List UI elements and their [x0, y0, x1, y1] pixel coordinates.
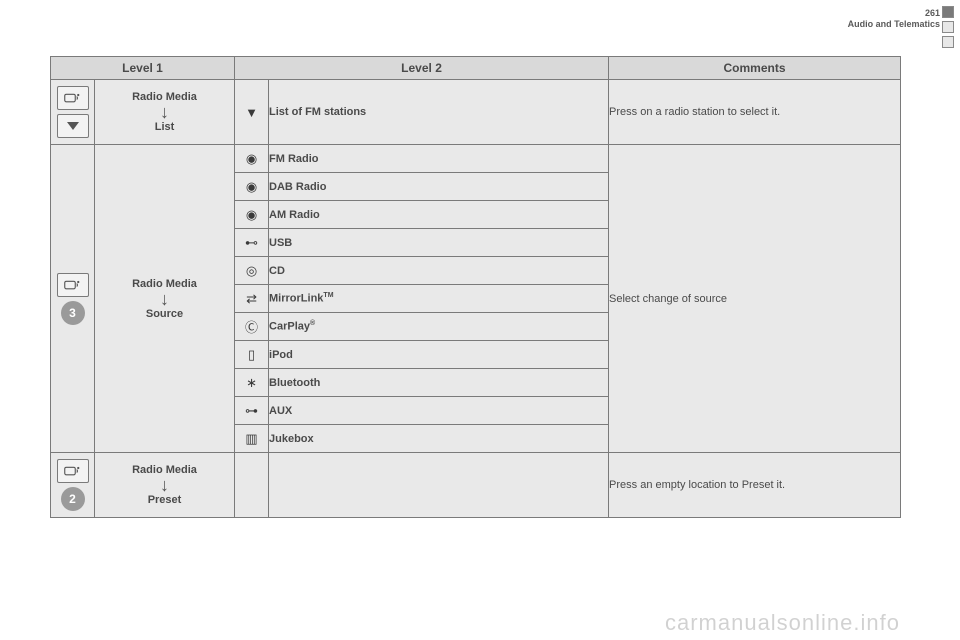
- carplay-icon: Ⓒ: [241, 317, 263, 337]
- level2-label: [269, 453, 609, 518]
- level1-cell: Radio Media ↓ Preset: [95, 453, 235, 518]
- bluetooth-icon: ∗: [241, 373, 263, 393]
- manual-page: 261 Audio and Telematics Level 1 Level 2…: [0, 0, 960, 640]
- level2-label: Bluetooth: [269, 369, 609, 397]
- level2-icon-cell: ◉: [235, 145, 269, 173]
- level1-sub: Source: [95, 308, 234, 320]
- level2-label: CD: [269, 257, 609, 285]
- watermark: carmanualsonline.info: [665, 610, 900, 636]
- edge-tab: [942, 36, 954, 48]
- level2-icon-cell: ∗: [235, 369, 269, 397]
- level2-label: DAB Radio: [269, 173, 609, 201]
- edge-tab: [942, 21, 954, 33]
- level2-label: CarPlay®: [269, 313, 609, 341]
- level2-label: List of FM stations: [269, 80, 609, 145]
- level2-label: FM Radio: [269, 145, 609, 173]
- down-arrow-icon: ↓: [95, 478, 234, 492]
- radio-icon: ◉: [241, 149, 263, 169]
- usb-icon: ⊷: [241, 233, 263, 253]
- left-icon-cell: 2: [51, 453, 95, 518]
- comment-cell: Press on a radio station to select it.: [609, 80, 901, 145]
- level2-icon-cell: ▼: [235, 80, 269, 145]
- page-header: 261 Audio and Telematics: [848, 8, 940, 30]
- radio-media-icon: [57, 459, 89, 483]
- radio-icon: ◉: [241, 177, 263, 197]
- level2-icon-cell: ⊶: [235, 397, 269, 425]
- level2-icon-cell: Ⓒ: [235, 313, 269, 341]
- table-row: Radio Media ↓ List ▼ List of FM stations…: [51, 80, 901, 145]
- down-arrow-icon: ↓: [95, 105, 234, 119]
- table-row: 3 Radio Media ↓ Source ◉ FM Radio Select…: [51, 145, 901, 173]
- edge-tabs: [942, 6, 954, 48]
- comment-cell: Press an empty location to Preset it.: [609, 453, 901, 518]
- level2-icon-cell: ◉: [235, 173, 269, 201]
- dropdown-icon: [57, 114, 89, 138]
- left-icon-cell: [51, 80, 95, 145]
- radio-media-icon: [57, 273, 89, 297]
- left-icon-cell: 3: [51, 145, 95, 453]
- aux-icon: ⊶: [241, 401, 263, 421]
- step-badge: 3: [61, 301, 85, 325]
- ipod-icon: ▯: [241, 345, 263, 365]
- radio-media-icon: [57, 86, 89, 110]
- edge-tab: [942, 6, 954, 18]
- level2-label: MirrorLinkTM: [269, 285, 609, 313]
- level1-cell: Radio Media ↓ List: [95, 80, 235, 145]
- table-row: 2 Radio Media ↓ Preset Press an empty lo…: [51, 453, 901, 518]
- page-number: 261: [848, 8, 940, 19]
- table-header-row: Level 1 Level 2 Comments: [51, 57, 901, 80]
- level2-label: iPod: [269, 341, 609, 369]
- col-header-comments: Comments: [609, 57, 901, 80]
- level1-sub: List: [95, 121, 234, 133]
- level1-sub: Preset: [95, 494, 234, 506]
- level2-icon-cell: [235, 453, 269, 518]
- section-title: Audio and Telematics: [848, 19, 940, 30]
- radio-icon: ◉: [241, 205, 263, 225]
- col-header-level2: Level 2: [235, 57, 609, 80]
- down-arrow-icon: ↓: [95, 292, 234, 306]
- level2-icon-cell: ◎: [235, 257, 269, 285]
- level1-title: Radio Media: [95, 278, 234, 290]
- level2-icon-cell: ▯: [235, 341, 269, 369]
- level2-label: USB: [269, 229, 609, 257]
- step-badge: 2: [61, 487, 85, 511]
- level2-icon-cell: ⇄: [235, 285, 269, 313]
- jukebox-icon: ▥: [241, 429, 263, 449]
- comment-cell: Select change of source: [609, 145, 901, 453]
- level2-label: AM Radio: [269, 201, 609, 229]
- level2-icon-cell: ▥: [235, 425, 269, 453]
- level2-icon-cell: ⊷: [235, 229, 269, 257]
- level1-cell: Radio Media ↓ Source: [95, 145, 235, 453]
- level2-icon-cell: ◉: [235, 201, 269, 229]
- level2-label: Jukebox: [269, 425, 609, 453]
- menu-table: Level 1 Level 2 Comments Radio Media: [50, 56, 901, 518]
- disc-icon: ◎: [241, 261, 263, 281]
- mirrorlink-icon: ⇄: [241, 289, 263, 309]
- filter-icon: ▼: [241, 102, 263, 122]
- level2-label: AUX: [269, 397, 609, 425]
